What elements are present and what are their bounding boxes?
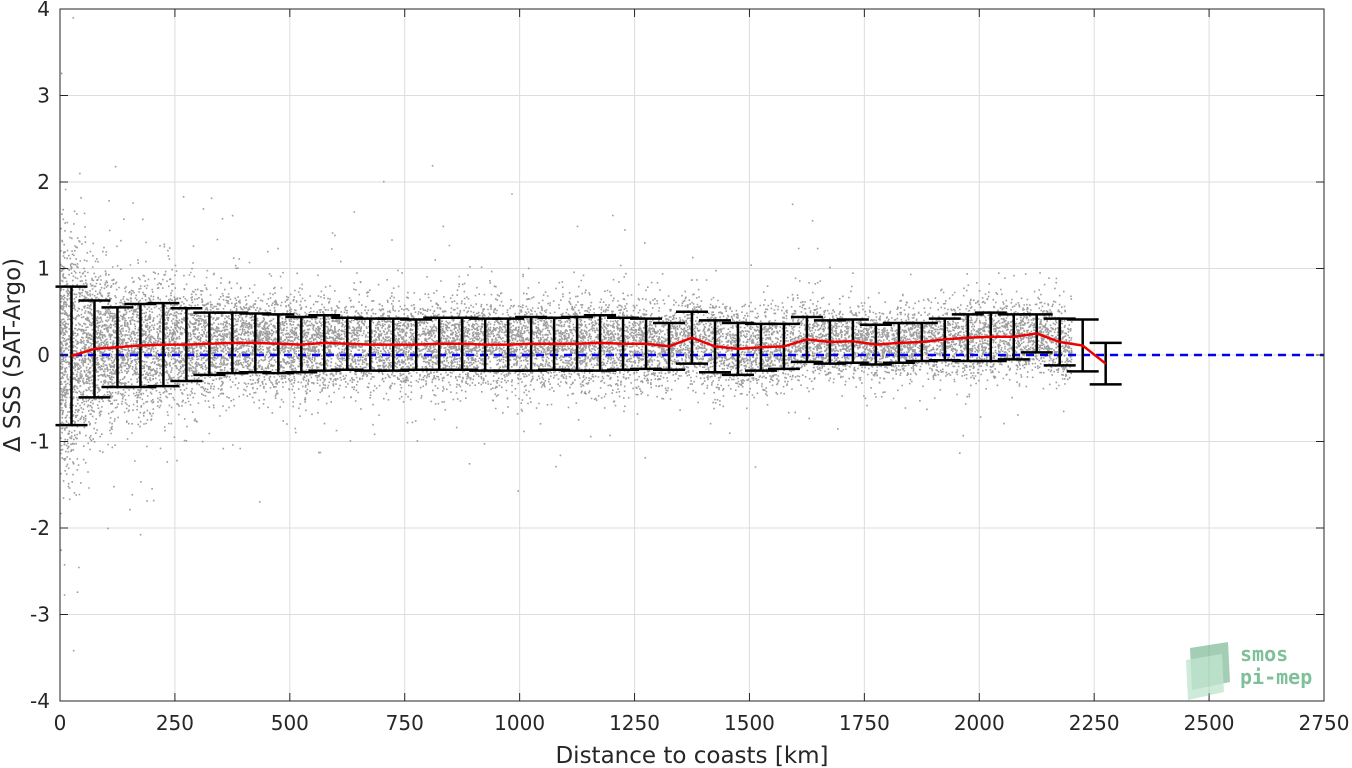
scatter-points	[60, 17, 1073, 652]
x-tick-label: 500	[271, 711, 309, 735]
mean-line	[71, 332, 1107, 365]
x-axis-label: Distance to coasts [km]	[555, 743, 828, 768]
logo-text-line1: smos	[1240, 642, 1288, 666]
x-tick-label: 2250	[1069, 711, 1120, 735]
logo-text-line2: pi-mep	[1240, 665, 1312, 689]
logo-mark-icon	[1186, 642, 1230, 700]
y-tick-label: 2	[37, 170, 50, 194]
y-tick-label: -3	[30, 603, 50, 627]
x-tick-label: 250	[156, 711, 194, 735]
x-tick-label: 2500	[1184, 711, 1235, 735]
y-tick-label: 0	[37, 343, 50, 367]
x-tick-label: 1250	[609, 711, 660, 735]
y-axis-label: Δ SSS (SAT-Argo)	[0, 258, 26, 452]
x-tick-label: 1500	[724, 711, 775, 735]
x-tick-label: 2750	[1299, 711, 1350, 735]
y-axis-ticks: -4 -3 -2 -1 0 1 2 3 4	[30, 0, 1324, 713]
scatter-points-path	[60, 17, 1073, 652]
x-tick-label: 750	[386, 711, 424, 735]
y-tick-label: 4	[37, 0, 50, 21]
x-tick-label: 1000	[494, 711, 545, 735]
y-tick-label: -1	[30, 430, 50, 454]
x-axis-ticks: 0 250 500 750 1000 1250 1500 1750 2000 2250 2500 27…	[54, 9, 1350, 735]
y-tick-label: -4	[30, 689, 50, 713]
y-tick-label: 3	[37, 84, 50, 108]
smos-pi-mep-logo: smos pi-mep	[1186, 642, 1312, 700]
y-tick-label: 1	[37, 257, 50, 281]
x-tick-label: 0	[54, 711, 67, 735]
x-tick-label: 1750	[839, 711, 890, 735]
x-tick-label: 2000	[954, 711, 1005, 735]
y-tick-label: -2	[30, 516, 50, 540]
